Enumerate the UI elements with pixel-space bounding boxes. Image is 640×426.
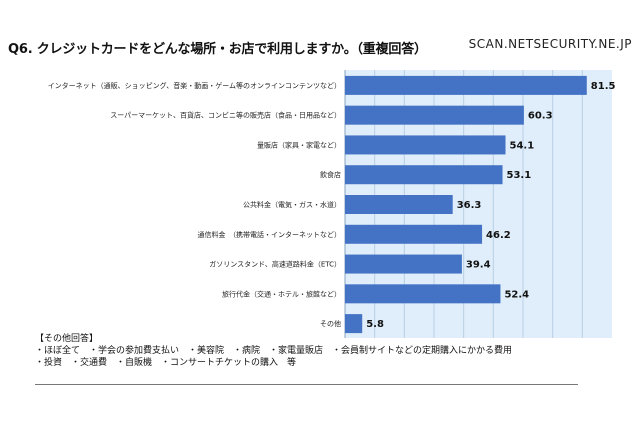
other-answers-line-2: ・投資 ・交通費 ・自販機 ・コンサートチケットの購入 等 [35,358,297,368]
category-label: 通信料金 （携帯電話・インターネットなど） [198,230,342,239]
bar [345,195,453,214]
other-answers-heading: 【その他回答】 [35,334,99,344]
other-answers: 【その他回答】 ・ほぼ全て ・学会の参加費支払い ・美容院 ・病院 ・家電量販店… [35,333,512,369]
chart-title: Q6. クレジットカードをどんな場所・お店で利用しますか。（重複回答） [8,42,427,57]
value-label: 46.2 [486,230,511,241]
value-label: 81.5 [591,81,616,92]
bar [345,135,506,155]
value-label: 5.8 [366,319,384,330]
bar [345,75,587,95]
value-label: 36.3 [457,200,482,211]
category-label: 飲食店 [320,170,341,179]
bar [345,254,462,274]
category-label: ガソリンスタンド、高速道路料金（ETC） [209,260,341,269]
bar [345,314,363,334]
value-label: 60.3 [528,111,553,122]
bar [345,284,501,304]
bar [345,105,524,125]
category-label: インターネット（通販、ショッピング、音楽・動画・ゲーム等のオンラインコンテンツな… [48,81,341,90]
category-label: 旅行代金（交通・ホテル・旅館など） [222,289,341,298]
watermark: SCAN.NETSECURITY.NE.JP [468,37,632,51]
category-label: 量販店（家具・家電など） [257,140,341,149]
value-label: 39.4 [466,260,491,271]
bar [345,165,503,185]
category-label: スーパーマーケット、百貨店、コンビニ等の販売店（食品・日用品など） [110,111,341,120]
divider [35,384,578,385]
category-label: その他 [320,319,341,328]
value-label: 52.4 [504,289,529,300]
bar [345,224,483,244]
value-label: 53.1 [507,170,532,181]
value-label: 54.1 [509,140,534,151]
other-answers-line-1: ・ほぼ全て ・学会の参加費支払い ・美容院 ・病院 ・家電量販店 ・会員制サイト… [35,346,513,356]
category-label: 公共料金（電気・ガス・水道） [243,200,341,209]
